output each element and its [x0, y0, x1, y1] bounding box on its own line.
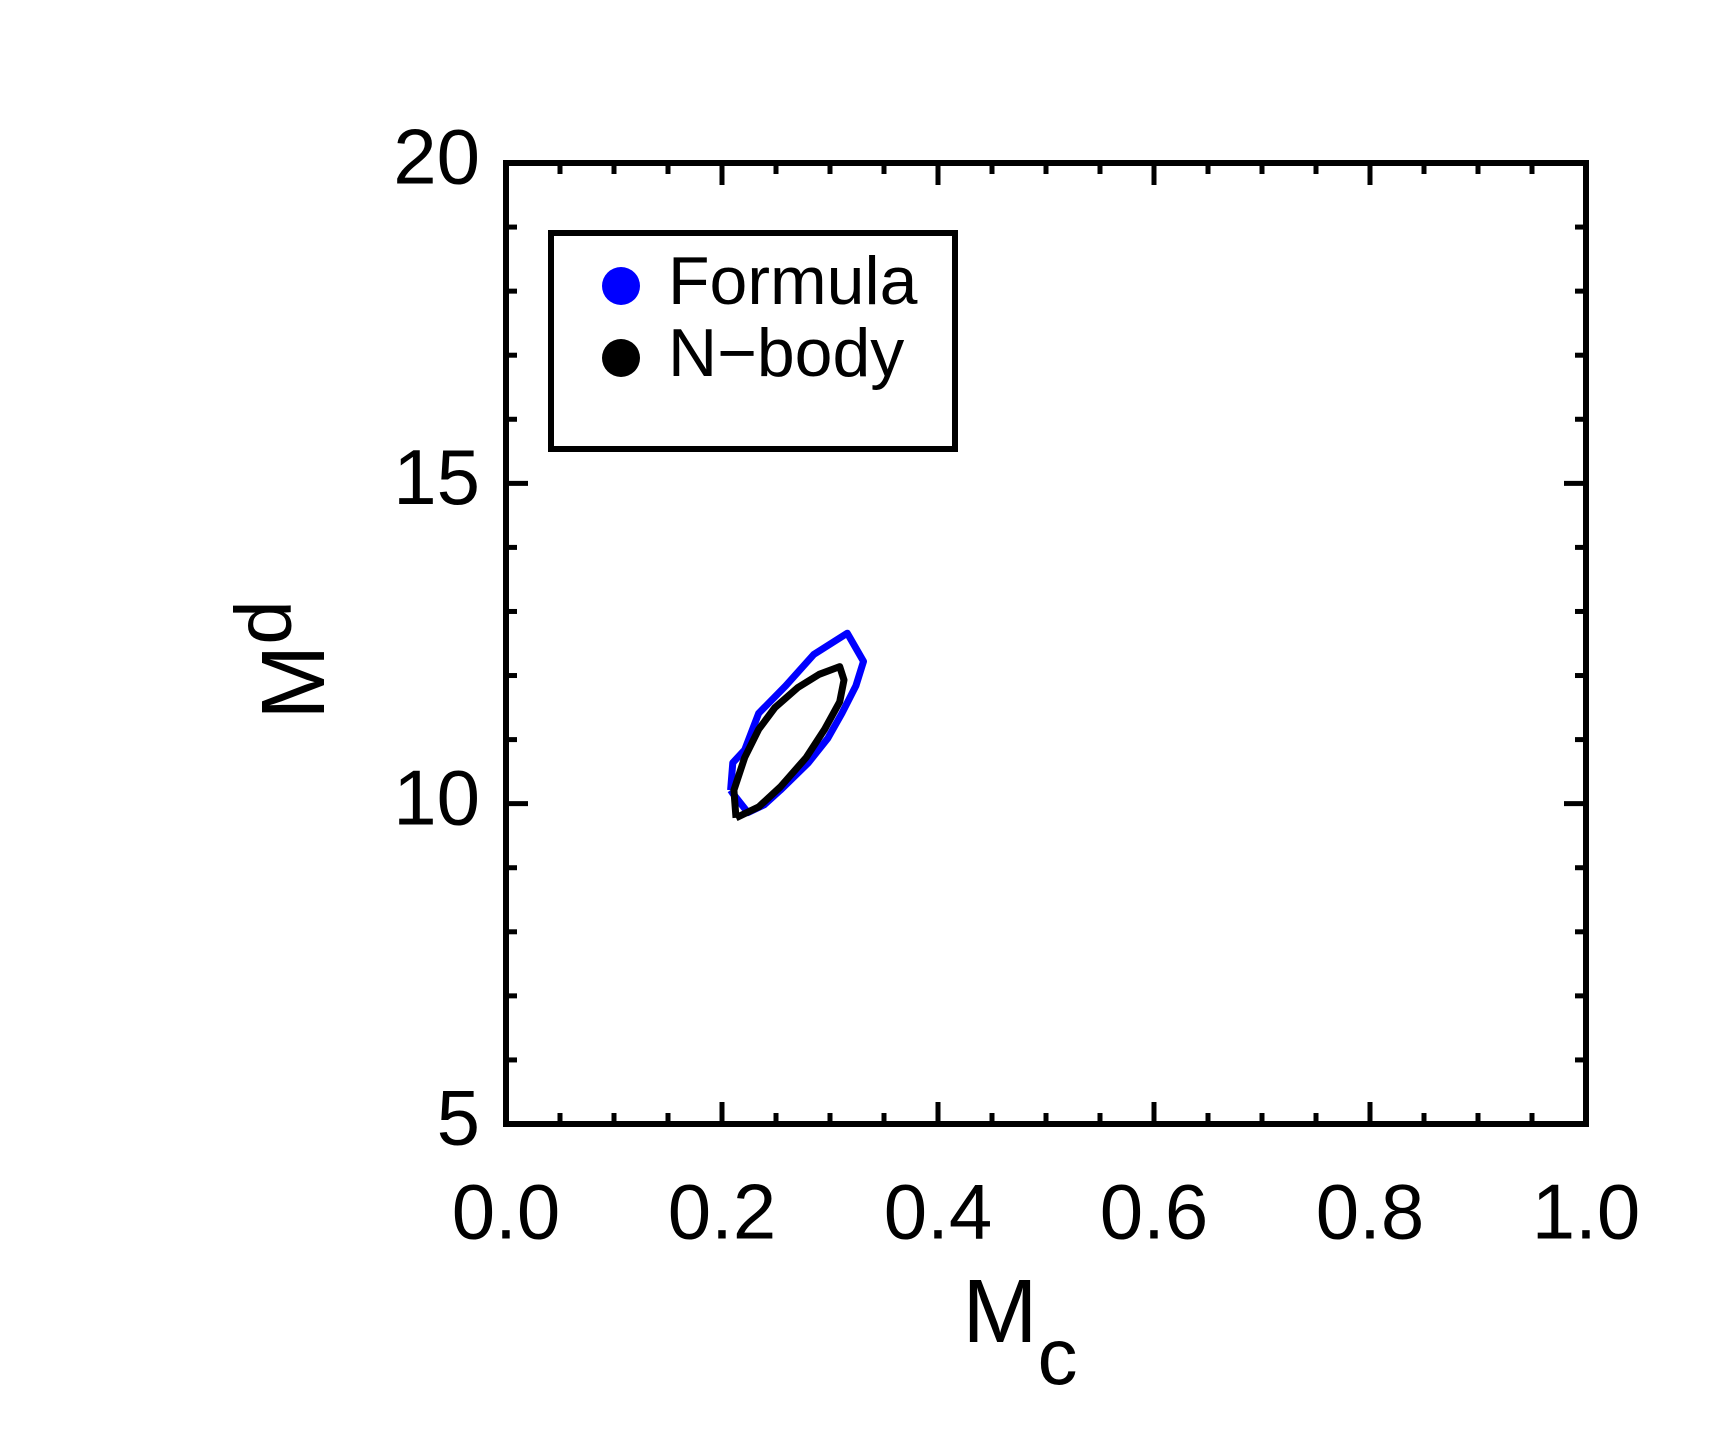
x-tick-label: 0.6	[1100, 1168, 1208, 1256]
x-tick-label: 0.4	[884, 1168, 992, 1256]
x-axis-title: Mc	[963, 1262, 1078, 1401]
x-tick-label: 0.8	[1316, 1168, 1424, 1256]
y-tick-label: 15	[393, 433, 480, 521]
y-tick-label: 5	[437, 1074, 480, 1162]
x-tick-label: 0.0	[452, 1168, 560, 1256]
y-axis-title-main: M	[244, 645, 344, 720]
legend-marker	[602, 267, 640, 305]
x-axis-title-main: M	[963, 1262, 1038, 1362]
contour-line	[727, 629, 867, 817]
y-axis-title: Md	[219, 600, 344, 719]
y-tick-label: 10	[393, 753, 480, 841]
x-tick-label: 1.0	[1532, 1168, 1640, 1256]
x-axis-title-sub: c	[1037, 1312, 1077, 1401]
contour-line	[730, 663, 848, 821]
legend-label: Formula	[668, 243, 918, 319]
y-axis-title-sub: d	[219, 600, 308, 645]
y-tick-label: 20	[393, 113, 480, 201]
legend-label: N−body	[668, 315, 904, 391]
legend-marker	[602, 339, 640, 377]
x-tick-label: 0.2	[668, 1168, 776, 1256]
